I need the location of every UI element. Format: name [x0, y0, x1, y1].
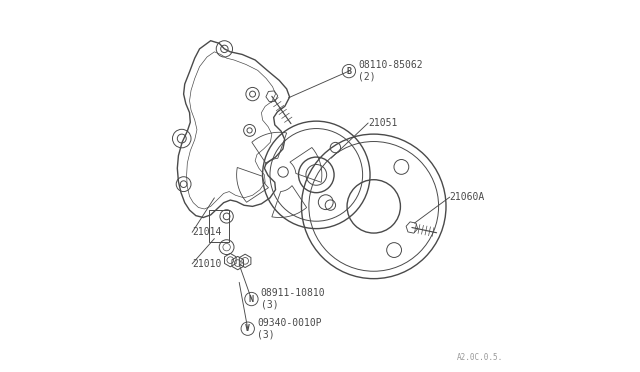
Text: N: N [249, 295, 254, 304]
Text: 08911-10810
(3): 08911-10810 (3) [260, 288, 325, 310]
Text: 21010: 21010 [192, 259, 221, 269]
Text: 21051: 21051 [368, 118, 397, 128]
Text: A2.0C.0.5.: A2.0C.0.5. [457, 353, 504, 362]
Text: B: B [346, 67, 351, 76]
Text: 21060A: 21060A [450, 192, 485, 202]
Text: 21014: 21014 [192, 227, 221, 237]
Text: 09340-0010P
(3): 09340-0010P (3) [257, 318, 322, 340]
Text: 08110-85062
(2): 08110-85062 (2) [358, 60, 423, 82]
Text: V: V [245, 324, 250, 333]
Bar [209, 210, 229, 242]
